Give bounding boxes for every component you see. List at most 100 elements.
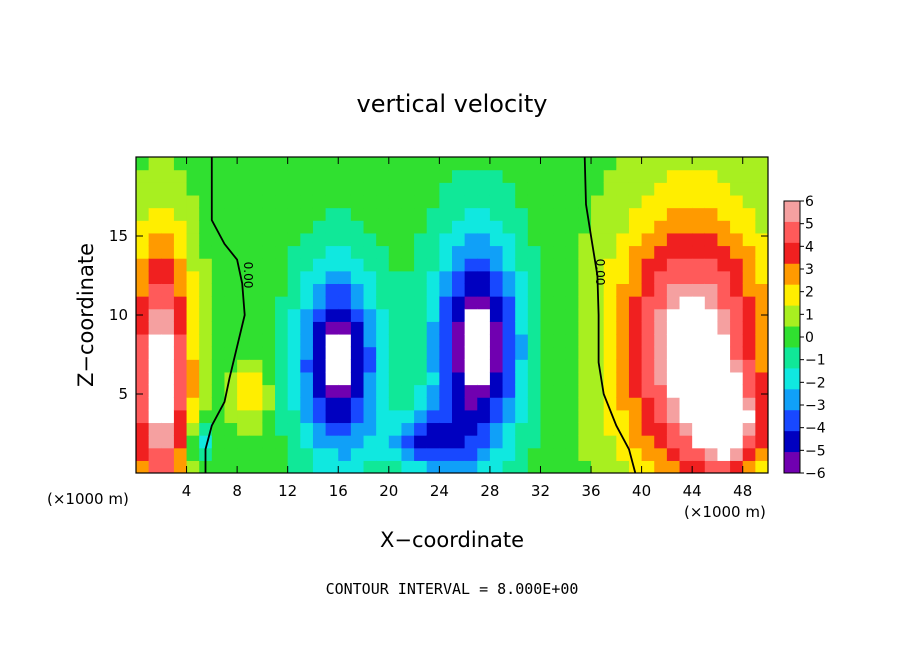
- heatmap-cell: [401, 182, 415, 196]
- heatmap-cell: [452, 207, 466, 221]
- heatmap-cell: [641, 296, 655, 310]
- heatmap-cell: [275, 283, 289, 297]
- heatmap-cell: [237, 194, 251, 209]
- heatmap-cell: [338, 232, 352, 247]
- heatmap-cell: [161, 169, 175, 183]
- heatmap-cell: [338, 435, 352, 449]
- heatmap-cell: [224, 397, 238, 411]
- heatmap-cell: [426, 346, 440, 360]
- heatmap-cell: [275, 346, 289, 360]
- heatmap-cell: [755, 270, 768, 284]
- heatmap-cell: [186, 296, 200, 310]
- heatmap-cell: [338, 447, 352, 461]
- heatmap-cell: [401, 296, 415, 310]
- heatmap-cell: [275, 157, 289, 171]
- heatmap-cell: [553, 371, 567, 386]
- heatmap-cell: [742, 371, 756, 386]
- heatmap-cell: [502, 308, 516, 322]
- heatmap-cell: [363, 157, 377, 171]
- heatmap-cell: [237, 283, 251, 297]
- heatmap-cell: [742, 296, 756, 310]
- heatmap-cell: [388, 245, 403, 259]
- colorbar: 6 5 4 3 2 1 0 −1 −2 −3 −4 −5 −6: [783, 194, 826, 482]
- heatmap-cell: [527, 232, 542, 247]
- heatmap-cell: [742, 245, 756, 259]
- heatmap-cell: [275, 308, 289, 322]
- heatmap-cell: [325, 397, 339, 411]
- heatmap-cell: [275, 359, 289, 373]
- heatmap-cell: [148, 321, 162, 335]
- heatmap-cell: [666, 308, 681, 322]
- heatmap-cell: [578, 384, 592, 398]
- heatmap-cell: [515, 397, 529, 411]
- heatmap-cell: [489, 308, 504, 322]
- heatmap-cell: [679, 359, 693, 373]
- heatmap-cell: [616, 333, 630, 348]
- colorbar-swatch: [784, 368, 800, 390]
- heatmap-cell: [312, 283, 327, 297]
- heatmap-cell: [540, 346, 554, 360]
- heatmap-cell: [148, 232, 162, 247]
- heatmap-cell: [186, 346, 200, 360]
- colorbar-label: 5: [805, 217, 814, 233]
- heatmap-cell: [224, 283, 238, 297]
- heatmap-cell: [211, 447, 226, 461]
- heatmap-cell: [679, 182, 693, 196]
- heatmap-cell: [502, 194, 516, 209]
- heatmap-cell: [363, 258, 377, 272]
- heatmap-cell: [742, 232, 756, 247]
- heatmap-cell: [452, 169, 466, 183]
- heatmap-cell: [452, 333, 466, 348]
- heatmap-cell: [755, 333, 768, 348]
- heatmap-cell: [439, 359, 453, 373]
- heatmap-cell: [553, 435, 567, 449]
- heatmap-cell: [578, 207, 592, 221]
- heatmap-cell: [426, 245, 440, 259]
- heatmap-field: [136, 157, 768, 473]
- heatmap-cell: [489, 207, 504, 221]
- heatmap-cell: [742, 435, 756, 449]
- heatmap-cell: [679, 397, 693, 411]
- heatmap-cell: [312, 169, 327, 183]
- colorbar-swatch: [784, 431, 800, 453]
- heatmap-cell: [300, 371, 314, 386]
- heatmap-cell: [325, 422, 339, 436]
- heatmap-cell: [262, 207, 276, 221]
- heatmap-cell: [553, 232, 567, 247]
- heatmap-cell: [641, 371, 655, 386]
- heatmap-cell: [426, 460, 440, 473]
- heatmap-cell: [641, 283, 655, 297]
- heatmap-cell: [300, 346, 314, 360]
- heatmap-cell: [616, 409, 630, 424]
- heatmap-cell: [136, 182, 150, 196]
- heatmap-cell: [338, 321, 352, 335]
- heatmap-cell: [755, 321, 768, 335]
- heatmap-cell: [666, 245, 681, 259]
- heatmap-cell: [312, 245, 327, 259]
- heatmap-cell: [401, 397, 415, 411]
- heatmap-cell: [199, 232, 213, 247]
- heatmap-cell: [148, 207, 162, 221]
- heatmap-cell: [363, 397, 377, 411]
- heatmap-cell: [439, 447, 453, 461]
- heatmap-cell: [553, 157, 567, 171]
- heatmap-cell: [730, 460, 744, 473]
- heatmap-cell: [136, 333, 150, 348]
- heatmap-cell: [439, 371, 453, 386]
- x-tick-label: 12: [278, 482, 297, 500]
- heatmap-cell: [287, 308, 301, 322]
- heatmap-cell: [464, 435, 478, 449]
- heatmap-cell: [654, 460, 668, 473]
- heatmap-cell: [616, 384, 630, 398]
- heatmap-cell: [730, 169, 744, 183]
- heatmap-cell: [173, 283, 188, 297]
- heatmap-cell: [224, 333, 238, 348]
- heatmap-cell: [452, 460, 466, 473]
- heatmap-cell: [755, 409, 768, 424]
- heatmap-cell: [704, 308, 719, 322]
- heatmap-cell: [312, 296, 327, 310]
- heatmap-cell: [654, 207, 668, 221]
- heatmap-cell: [742, 194, 756, 209]
- heatmap-cell: [553, 207, 567, 221]
- heatmap-cell: [388, 232, 403, 247]
